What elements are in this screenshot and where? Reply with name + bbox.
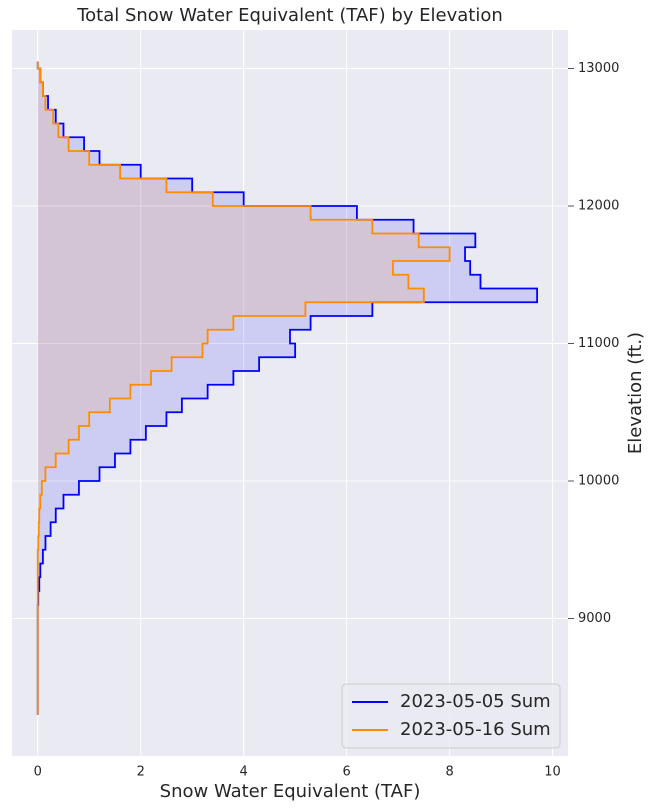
y-axis-label: Elevation (ft.) (625, 332, 646, 454)
step-line (36, 61, 539, 715)
x-tick-label: 8 (445, 765, 453, 780)
legend: 2023-05-05 Sum 2023-05-16 Sum (341, 683, 561, 749)
chart-title: Total Snow Water Equivalent (TAF) by Ele… (76, 5, 503, 26)
x-axis-label: Snow Water Equivalent (TAF) (160, 781, 421, 802)
area (37, 61, 450, 715)
x-tick-label: 6 (342, 765, 350, 780)
x-tick-label: 2 (137, 765, 145, 780)
legend-box (341, 683, 561, 749)
legend-label: 2023-05-16 Sum (400, 719, 551, 740)
step-line (36, 61, 451, 715)
area (37, 61, 538, 715)
y-tick-label: 10000 (578, 474, 619, 489)
legend-label: 2023-05-05 Sum (400, 691, 551, 712)
y-tick-label: 12000 (578, 199, 619, 214)
x-tick-label: 10 (544, 765, 561, 780)
plot-area (12, 30, 568, 756)
x-tick-label: 0 (34, 765, 42, 780)
y-tick-label: 9000 (578, 611, 611, 626)
y-tick-label: 13000 (578, 61, 619, 76)
y-tick-label: 11000 (578, 336, 619, 351)
x-tick-label: 4 (240, 765, 248, 780)
